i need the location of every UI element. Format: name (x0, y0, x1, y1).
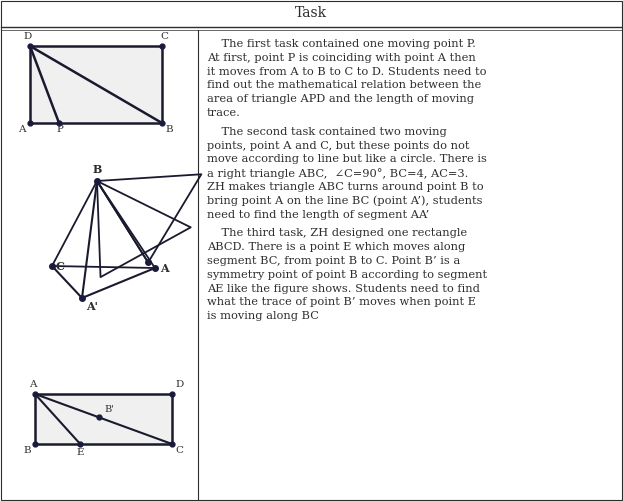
Text: C: C (175, 446, 183, 455)
Text: bring point A on the line BC (point A’), students: bring point A on the line BC (point A’),… (207, 196, 482, 206)
Text: C: C (160, 32, 168, 41)
Text: it moves from A to B to C to D. Students need to: it moves from A to B to C to D. Students… (207, 67, 487, 77)
Text: A: A (29, 380, 37, 389)
Text: segment BC, from point B to C. Point B’ is a: segment BC, from point B to C. Point B’ … (207, 256, 460, 266)
Text: A: A (18, 125, 26, 134)
Text: is moving along BC: is moving along BC (207, 311, 319, 321)
Text: B': B' (105, 404, 115, 413)
Text: P: P (57, 125, 64, 134)
Text: The first task contained one moving point P.: The first task contained one moving poin… (207, 39, 476, 49)
Text: need to find the length of segment AA’: need to find the length of segment AA’ (207, 209, 429, 219)
Text: trace.: trace. (207, 108, 241, 118)
Text: D: D (175, 380, 183, 389)
Text: B: B (165, 125, 173, 134)
Text: The third task, ZH designed one rectangle: The third task, ZH designed one rectangl… (207, 228, 467, 238)
Text: C: C (55, 261, 64, 272)
Text: points, point A and C, but these points do not: points, point A and C, but these points … (207, 141, 470, 151)
Text: ABCD. There is a point E which moves along: ABCD. There is a point E which moves alo… (207, 242, 465, 252)
Text: a right triangle ABC,  ∠C=90°, BC=4, AC=3.: a right triangle ABC, ∠C=90°, BC=4, AC=3… (207, 168, 468, 179)
Bar (35, 394, 172, 444)
Text: symmetry point of point B according to segment: symmetry point of point B according to s… (207, 270, 487, 280)
Text: area of triangle APD and the length of moving: area of triangle APD and the length of m… (207, 94, 474, 104)
Text: B: B (92, 164, 102, 175)
Text: E: E (77, 448, 84, 457)
Text: A: A (160, 263, 169, 274)
Text: move according to line but like a circle. There is: move according to line but like a circle… (207, 154, 487, 164)
Text: find out the mathematical relation between the: find out the mathematical relation betwe… (207, 80, 481, 90)
Text: AE like the figure shows. Students need to find: AE like the figure shows. Students need … (207, 284, 480, 294)
Text: what the trace of point B’ moves when point E: what the trace of point B’ moves when po… (207, 298, 476, 308)
Text: A': A' (86, 301, 98, 312)
Text: Task: Task (295, 6, 327, 20)
Text: The second task contained two moving: The second task contained two moving (207, 127, 447, 137)
Bar (30, 46, 162, 123)
Text: D: D (24, 32, 32, 41)
Text: B: B (23, 446, 31, 455)
Text: At first, point P is coinciding with point A then: At first, point P is coinciding with poi… (207, 53, 476, 63)
Text: ZH makes triangle ABC turns around point B to: ZH makes triangle ABC turns around point… (207, 182, 483, 192)
